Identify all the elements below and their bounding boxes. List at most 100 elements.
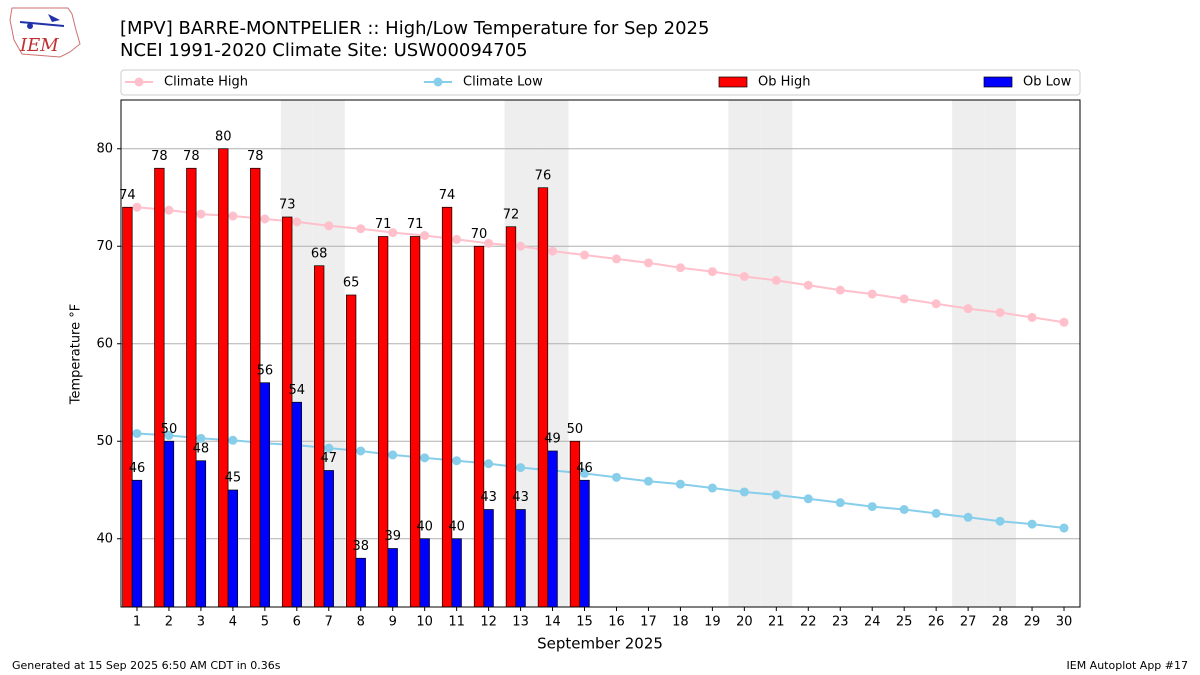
weekend-shade [952, 100, 985, 607]
y-tick-label: 70 [96, 239, 113, 254]
data-label: 43 [480, 490, 497, 505]
x-tick-label: 11 [448, 615, 465, 630]
x-tick-label: 27 [960, 615, 977, 630]
data-label: 43 [512, 490, 529, 505]
climate-line [136, 206, 1065, 324]
bar [355, 557, 366, 608]
legend-label: Ob High [758, 75, 811, 90]
legend-marker [134, 77, 144, 87]
data-label: 71 [407, 217, 424, 232]
climate-marker [707, 483, 717, 493]
x-tick-label: 26 [928, 615, 945, 630]
bar [314, 265, 325, 608]
bar [537, 187, 549, 608]
bar [547, 450, 558, 608]
bar [163, 440, 175, 608]
x-tick-label: 6 [293, 615, 301, 630]
bar [451, 538, 462, 608]
x-tick-label: 18 [672, 615, 689, 630]
bar [195, 460, 207, 608]
climate-marker [1027, 519, 1037, 529]
climate-marker [132, 428, 142, 438]
climate-marker [228, 435, 238, 445]
x-tick-label: 19 [704, 615, 721, 630]
data-label: 56 [257, 363, 274, 378]
data-label: 50 [161, 422, 178, 437]
climate-marker [707, 267, 717, 277]
bar [227, 489, 239, 608]
data-label: 76 [535, 168, 552, 183]
climate-marker [452, 456, 462, 466]
bar [122, 206, 133, 608]
x-tick-label: 23 [832, 615, 849, 630]
data-label: 68 [311, 246, 328, 261]
x-tick-label: 28 [992, 615, 1009, 630]
logo-text: IEM [19, 35, 59, 56]
y-tick-label: 80 [96, 141, 113, 156]
bar [483, 509, 494, 608]
data-label: 65 [343, 276, 360, 291]
data-label: 40 [448, 519, 465, 534]
climate-marker [580, 250, 590, 260]
climate-marker [1059, 317, 1069, 327]
climate-marker [835, 285, 845, 295]
x-tick-label: 17 [640, 615, 657, 630]
climate-marker [516, 241, 526, 251]
climate-marker [420, 231, 430, 241]
footer-right: IEM Autoplot App #17 [1067, 659, 1189, 672]
climate-marker [484, 459, 494, 469]
climate-marker [643, 476, 653, 486]
data-label: 74 [439, 188, 456, 203]
x-tick-label: 14 [544, 615, 561, 630]
data-label: 78 [247, 149, 264, 164]
data-label: 54 [289, 383, 306, 398]
bar [250, 167, 261, 608]
x-tick-label: 25 [896, 615, 913, 630]
climate-marker [611, 472, 621, 482]
bar [441, 206, 453, 608]
data-label: 50 [567, 422, 584, 437]
x-tick-label: 9 [389, 615, 397, 630]
climate-marker [643, 258, 653, 268]
x-tick-label: 2 [165, 615, 173, 630]
climate-marker [867, 502, 877, 512]
legend-label: Ob Low [1023, 75, 1072, 90]
climate-marker [356, 446, 366, 456]
data-label: 71 [375, 217, 392, 232]
chart-title: [MPV] BARRE-MONTPELIER :: High/Low Tempe… [120, 18, 709, 39]
logo [9, 7, 81, 58]
climate-marker [516, 463, 526, 473]
climate-marker [771, 275, 781, 285]
climate-marker [132, 202, 142, 212]
data-label: 74 [119, 188, 136, 203]
y-tick-label: 40 [96, 531, 113, 546]
x-tick-label: 24 [864, 615, 881, 630]
climate-marker [548, 246, 558, 256]
climate-marker [931, 299, 941, 309]
legend-marker [433, 77, 443, 87]
data-label: 49 [544, 432, 561, 447]
bar [323, 470, 334, 608]
climate-marker [739, 487, 749, 497]
climate-marker [803, 494, 813, 504]
data-label: 80 [215, 129, 232, 144]
plot-frame [120, 99, 1081, 608]
bar [419, 538, 430, 608]
climate-marker [580, 468, 590, 478]
climate-marker [995, 308, 1005, 318]
x-axis-label: September 2025 [537, 635, 663, 653]
bar [186, 167, 197, 608]
climate-marker [931, 508, 941, 518]
weekend-shade [728, 100, 761, 607]
x-tick-label: 29 [1024, 615, 1041, 630]
data-label: 78 [183, 149, 200, 164]
data-label: 38 [352, 539, 369, 554]
x-tick-label: 3 [197, 615, 205, 630]
bar [387, 548, 398, 608]
data-label: 70 [471, 227, 488, 242]
bar [505, 226, 517, 608]
climate-marker [803, 280, 813, 290]
climate-marker [1059, 523, 1069, 533]
legend-label: Climate High [164, 75, 248, 90]
